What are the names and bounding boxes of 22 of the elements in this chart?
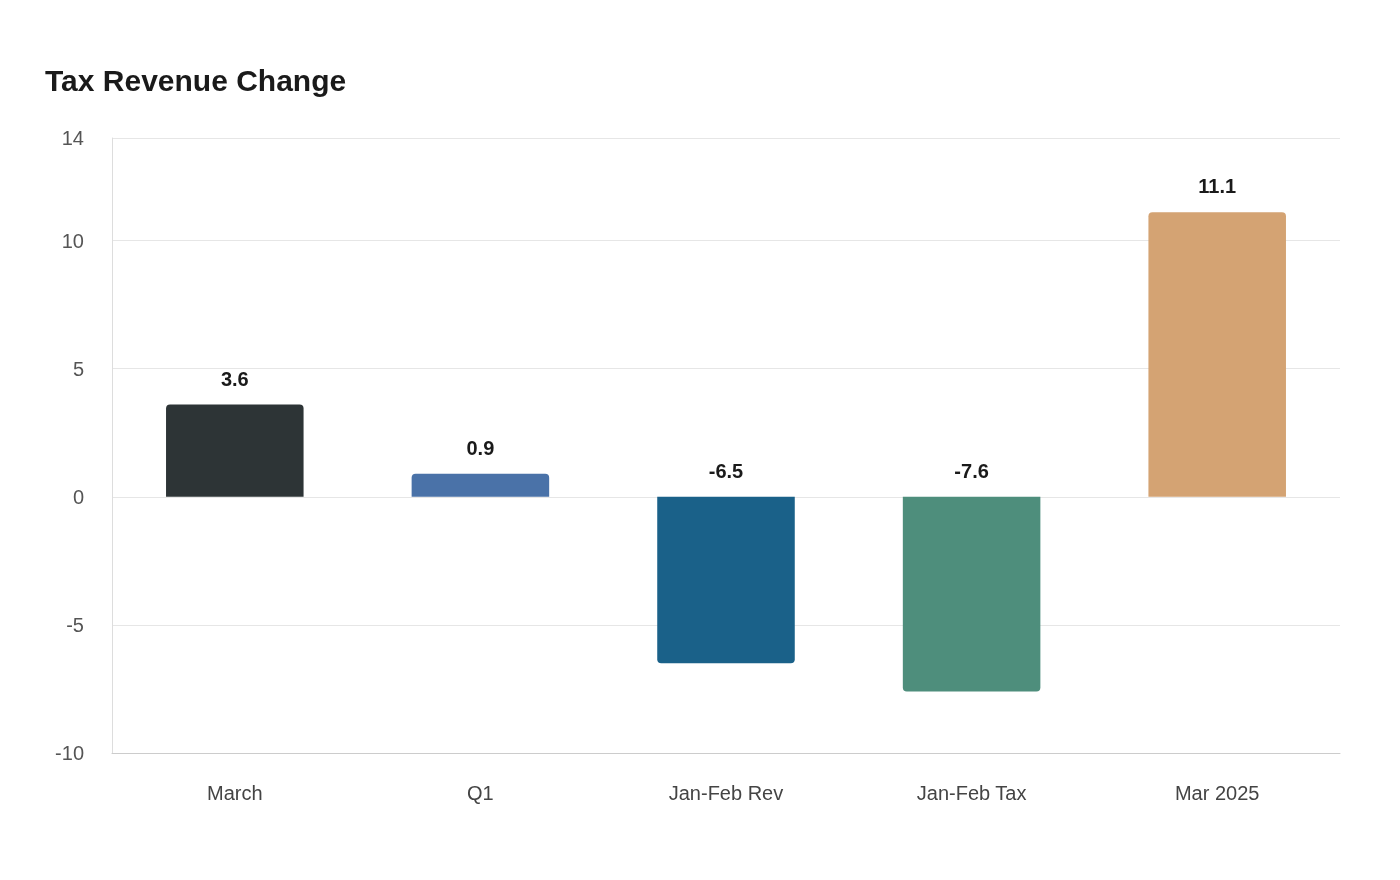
bar bbox=[166, 404, 304, 497]
bar bbox=[657, 496, 795, 664]
y-tick-label: 10 bbox=[61, 229, 84, 252]
bar bbox=[1148, 212, 1286, 497]
y-tick-label: 5 bbox=[72, 357, 84, 380]
x-tick-label: Q1 bbox=[467, 782, 494, 804]
chart-title: Tax Revenue Change bbox=[45, 63, 347, 97]
y-tick-label: 14 bbox=[61, 127, 84, 149]
data-label: -7.6 bbox=[954, 459, 989, 482]
x-tick-label: Jan-Feb Tax bbox=[916, 782, 1027, 804]
bar bbox=[902, 496, 1041, 692]
y-tick-label: -5 bbox=[66, 613, 84, 636]
y-tick-label: 0 bbox=[72, 485, 84, 508]
data-label: -6.5 bbox=[708, 459, 744, 482]
data-label: 11.1 bbox=[1198, 175, 1237, 198]
y-tick-label: -10 bbox=[55, 742, 84, 764]
bar bbox=[411, 473, 550, 497]
x-tick-label: Jan-Feb Rev bbox=[668, 782, 784, 804]
data-label: 0.9 bbox=[466, 436, 495, 459]
x-tick-label: Mar 2025 bbox=[1174, 782, 1260, 804]
data-label: 3.6 bbox=[220, 367, 249, 390]
x-tick-label: March bbox=[207, 782, 263, 804]
